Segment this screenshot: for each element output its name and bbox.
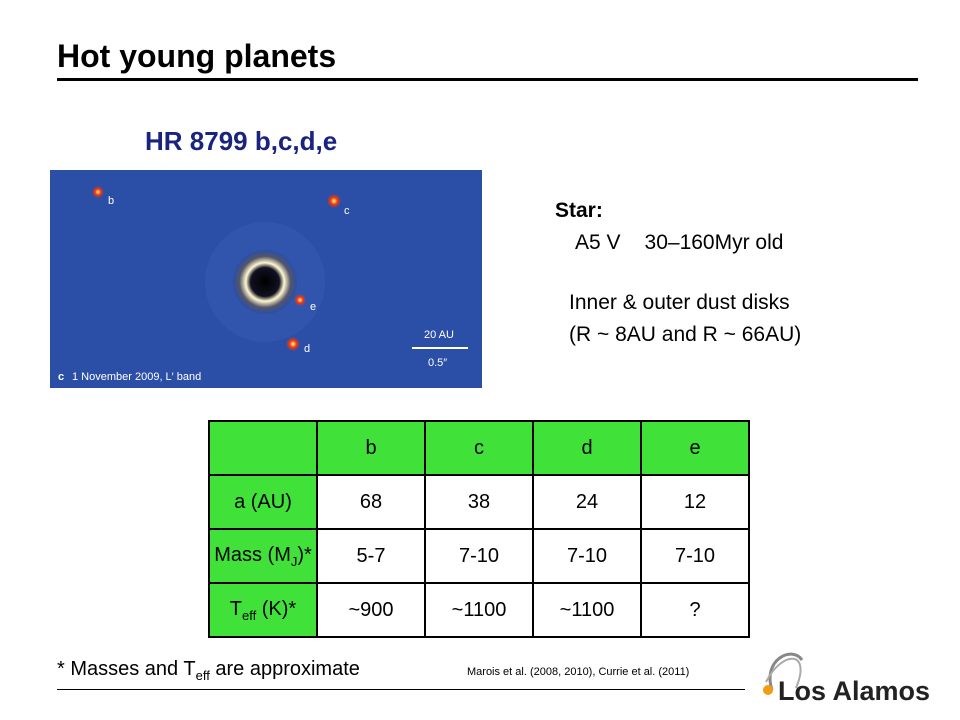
planet-d	[286, 337, 300, 351]
footnote-sub: eff	[195, 668, 210, 683]
title: Hot young planets	[57, 38, 337, 74]
image-caption: 1 November 2009, L′ band	[72, 371, 201, 383]
cell: 12	[640, 474, 750, 530]
footnote-text: * Masses and T	[57, 658, 196, 680]
planet-image: b c d e 20 AU 0.5″ c 1 November 2009, L′…	[50, 170, 482, 388]
header-cell: c	[424, 420, 534, 476]
label-text: T	[229, 597, 242, 620]
cell: ?	[640, 582, 750, 638]
title-rule	[57, 78, 918, 81]
logo-arc	[765, 657, 802, 689]
table-header: b c d e	[208, 420, 750, 476]
cell: 68	[316, 474, 426, 530]
star-heading: Star:	[555, 199, 603, 222]
footer-rule	[57, 689, 745, 690]
label-text: a (AU)	[234, 490, 292, 513]
cell: 24	[532, 474, 642, 530]
scale-label: 0.5″	[428, 357, 447, 369]
cell: 7-10	[424, 528, 534, 584]
table-row: Mass (MJ)* 5-7 7-10 7-10 7-10	[208, 528, 750, 584]
star-type-line: A5 V 30–160Myr old	[555, 227, 801, 259]
table-row: Teff (K)* ~900 ~1100 ~1100 ?	[208, 582, 750, 638]
label-text: Mass (M	[214, 543, 291, 566]
star-type: A5 V	[575, 231, 621, 254]
cell: ~900	[316, 582, 426, 638]
planet-label: c	[344, 205, 350, 217]
cell: 38	[424, 474, 534, 530]
header-cell: e	[640, 420, 750, 476]
panel-label: c	[58, 371, 64, 383]
row-label: Teff (K)*	[208, 582, 318, 638]
star-radii: (R ~ 8AU and R ~ 66AU)	[569, 323, 802, 346]
cell: ~1100	[532, 582, 642, 638]
cell: ~1100	[424, 582, 534, 638]
row-label: a (AU)	[208, 474, 318, 530]
planet-label: e	[310, 301, 316, 313]
label-sub: eff	[242, 607, 257, 623]
star-core	[233, 250, 297, 314]
planet-c	[327, 194, 341, 208]
label-text: )*	[297, 543, 312, 566]
star-age: 30–160Myr old	[644, 231, 784, 254]
star-disks: Inner & outer dust disks	[569, 291, 790, 314]
planet-e	[294, 294, 306, 306]
logo-arc	[768, 652, 804, 691]
label-text: (K)*	[256, 597, 297, 620]
citation: Marois et al. (2008, 2010), Currie et al…	[467, 666, 690, 678]
scale-label: 20 AU	[424, 329, 454, 341]
subtitle: HR 8799 b,c,d,e	[145, 126, 338, 156]
planet-label: d	[304, 343, 310, 355]
table-corner	[208, 420, 318, 476]
cell: 7-10	[640, 528, 750, 584]
cell: 7-10	[532, 528, 642, 584]
star-info: Star: A5 V 30–160Myr old Inner & outer du…	[555, 195, 801, 351]
row-label: Mass (MJ)*	[208, 528, 318, 584]
header-cell: b	[316, 420, 426, 476]
logo-dot	[763, 685, 773, 695]
logo: Los Alamos	[763, 652, 930, 706]
planet-label: b	[108, 195, 114, 207]
table-row: a (AU) 68 38 24 12	[208, 474, 750, 530]
footnote: * Masses and Teff are approximate	[57, 658, 360, 683]
planet-table: b c d e a (AU) 68 38 24 12 Mass (MJ)* 5-…	[208, 420, 750, 638]
planet-b	[92, 186, 104, 198]
header-cell: d	[532, 420, 642, 476]
footnote-text: are approximate	[209, 658, 360, 680]
logo-text: Los Alamos	[778, 676, 930, 706]
label-sub: J	[290, 553, 298, 569]
cell: 5-7	[316, 528, 426, 584]
